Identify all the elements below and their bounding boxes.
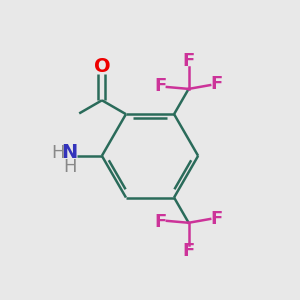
Text: O: O — [94, 57, 110, 76]
Text: F: F — [154, 76, 167, 94]
Text: F: F — [154, 213, 167, 231]
Text: F: F — [182, 242, 195, 260]
Text: N: N — [62, 143, 78, 162]
Text: F: F — [211, 75, 223, 93]
Text: H: H — [63, 158, 76, 176]
Text: F: F — [182, 52, 195, 70]
Text: H: H — [51, 144, 65, 162]
Text: F: F — [211, 210, 223, 228]
